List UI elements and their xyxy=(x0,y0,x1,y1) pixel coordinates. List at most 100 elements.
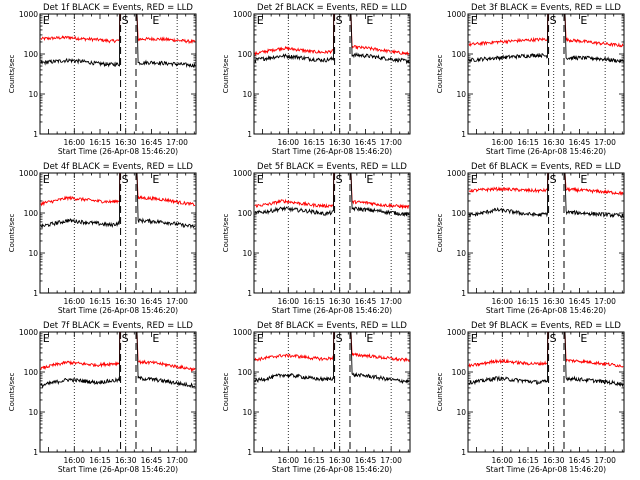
x-tick-label: 16:45 xyxy=(355,138,377,147)
event-marker-e: E xyxy=(257,14,264,27)
y-tick-label: 1 xyxy=(461,448,466,457)
x-tick-label: 16:30 xyxy=(329,297,351,306)
y-axis-label: Counts/sec xyxy=(436,373,444,412)
x-tick-label: 16:00 xyxy=(277,456,299,465)
plot-frame xyxy=(253,172,411,294)
x-tick-label: 16:15 xyxy=(303,297,325,306)
x-axis-label: Start Time (26-Apr-08 15:46:20) xyxy=(272,147,392,156)
series-lld-line xyxy=(254,331,410,363)
x-tick-label: 17:00 xyxy=(380,456,402,465)
series-events-line xyxy=(468,13,624,64)
x-tick-label: 16:15 xyxy=(517,138,539,147)
y-tick-label: 100 xyxy=(452,50,467,59)
event-marker-e: E xyxy=(366,173,373,186)
y-tick-label: 100 xyxy=(452,209,467,218)
series-lld-line xyxy=(468,331,624,368)
panel-title: Det 5f BLACK = Events, RED = LLD xyxy=(257,162,407,172)
y-tick-label: 10 xyxy=(28,249,38,258)
y-tick-label: 1000 xyxy=(19,328,38,337)
x-tick-label: 16:30 xyxy=(543,456,565,465)
x-tick-label: 16:45 xyxy=(141,456,163,465)
x-tick-label: 16:30 xyxy=(329,456,351,465)
y-tick-label: 1 xyxy=(247,448,252,457)
event-marker-s: S xyxy=(336,173,343,186)
plot-frame xyxy=(39,13,197,135)
y-tick-label: 1 xyxy=(247,289,252,298)
event-marker-e: E xyxy=(43,332,50,345)
x-tick-label: 17:00 xyxy=(166,138,188,147)
y-tick-label: 10 xyxy=(456,90,466,99)
y-tick-label: 10 xyxy=(242,90,252,99)
event-marker-e: E xyxy=(580,14,587,27)
event-marker-s: S xyxy=(336,332,343,345)
plot-frame xyxy=(467,331,625,453)
x-tick-label: 17:00 xyxy=(594,138,616,147)
panel-det-7: Det 7f BLACK = Events, RED = LLD 1 10 100 10… xyxy=(8,321,197,474)
event-marker-e: E xyxy=(471,173,478,186)
x-tick-label: 16:00 xyxy=(277,138,299,147)
y-tick-label: 1 xyxy=(33,130,38,139)
series-events-line xyxy=(40,331,196,389)
y-tick-label: 100 xyxy=(238,368,253,377)
x-tick-label: 17:00 xyxy=(166,297,188,306)
x-tick-label: 16:45 xyxy=(141,138,163,147)
y-tick-label: 100 xyxy=(238,50,253,59)
x-tick-label: 16:15 xyxy=(89,138,111,147)
y-tick-label: 1000 xyxy=(447,169,466,178)
panel-det-1: Det 1f BLACK = Events, RED = LLD 1 10 100 10… xyxy=(8,3,197,156)
plot-frame xyxy=(253,331,411,453)
panel-title: Det 3f BLACK = Events, RED = LLD xyxy=(471,3,621,13)
x-tick-label: 16:00 xyxy=(491,297,513,306)
panel-title: Det 6f BLACK = Events, RED = LLD xyxy=(471,162,621,172)
series-events-line xyxy=(254,13,410,65)
panel-title: Det 8f BLACK = Events, RED = LLD xyxy=(257,321,407,331)
x-axis-label: Start Time (26-Apr-08 15:46:20) xyxy=(486,306,606,315)
plot-frame xyxy=(467,172,625,294)
panel-det-3: Det 3f BLACK = Events, RED = LLD 1 10 100 10… xyxy=(436,3,625,156)
event-marker-e: E xyxy=(43,14,50,27)
x-axis-label: Start Time (26-Apr-08 15:46:20) xyxy=(486,465,606,474)
event-marker-e: E xyxy=(580,332,587,345)
x-tick-label: 16:30 xyxy=(115,297,137,306)
y-axis-label: Counts/sec xyxy=(222,373,230,412)
series-lld-line xyxy=(40,331,196,373)
panel-title: Det 2f BLACK = Events, RED = LLD xyxy=(257,3,407,13)
x-tick-label: 16:00 xyxy=(277,297,299,306)
series-lld-line xyxy=(40,172,196,207)
x-tick-label: 16:45 xyxy=(355,456,377,465)
x-tick-label: 16:00 xyxy=(63,456,85,465)
y-tick-label: 100 xyxy=(238,209,253,218)
panel-title: Det 9f BLACK = Events, RED = LLD xyxy=(471,321,621,331)
y-tick-label: 10 xyxy=(28,90,38,99)
y-tick-label: 1000 xyxy=(447,10,466,19)
x-tick-label: 16:30 xyxy=(543,138,565,147)
event-marker-e: E xyxy=(152,332,159,345)
panel-det-9: Det 9f BLACK = Events, RED = LLD 1 10 100 10… xyxy=(436,321,625,474)
x-tick-label: 16:15 xyxy=(303,456,325,465)
plot-frame xyxy=(39,172,197,294)
event-marker-e: E xyxy=(257,332,264,345)
event-marker-e: E xyxy=(471,14,478,27)
x-tick-label: 17:00 xyxy=(380,138,402,147)
x-tick-label: 17:00 xyxy=(594,456,616,465)
panel-title: Det 7f BLACK = Events, RED = LLD xyxy=(43,321,193,331)
event-marker-s: S xyxy=(550,332,557,345)
event-marker-s: S xyxy=(122,14,129,27)
x-tick-label: 16:15 xyxy=(517,297,539,306)
y-tick-label: 10 xyxy=(456,408,466,417)
y-tick-label: 100 xyxy=(452,368,467,377)
y-axis-label: Counts/sec xyxy=(436,214,444,253)
x-tick-label: 16:30 xyxy=(543,297,565,306)
x-tick-label: 17:00 xyxy=(380,297,402,306)
event-marker-s: S xyxy=(336,14,343,27)
event-marker-e: E xyxy=(366,14,373,27)
panel-det-2: Det 2f BLACK = Events, RED = LLD 1 10 100 10… xyxy=(222,3,411,156)
x-tick-label: 16:00 xyxy=(491,456,513,465)
event-marker-s: S xyxy=(550,14,557,27)
x-tick-label: 17:00 xyxy=(166,456,188,465)
series-lld-line xyxy=(254,172,410,210)
y-axis-label: Counts/sec xyxy=(222,214,230,253)
x-tick-label: 16:45 xyxy=(569,456,591,465)
x-axis-label: Start Time (26-Apr-08 15:46:20) xyxy=(58,306,178,315)
x-tick-label: 16:00 xyxy=(63,297,85,306)
